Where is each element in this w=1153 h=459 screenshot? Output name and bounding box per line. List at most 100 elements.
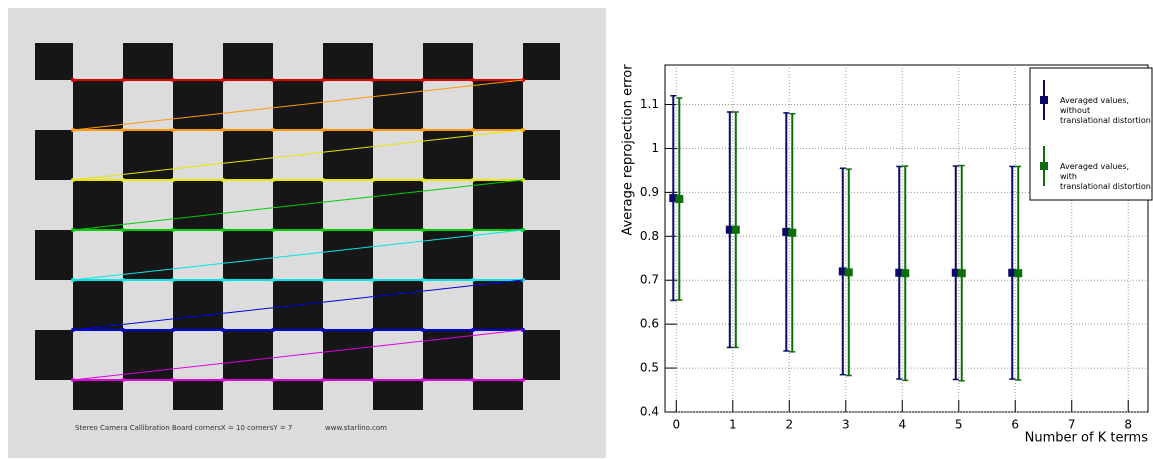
square: [173, 380, 223, 410]
y-tick-label: 0.8: [640, 229, 659, 243]
square: [273, 380, 323, 410]
square: [173, 180, 223, 230]
corner: [71, 78, 75, 82]
corner: [371, 178, 375, 182]
square: [423, 330, 473, 380]
x-tick-label: 6: [1011, 418, 1019, 432]
square: [35, 230, 73, 280]
legend-label: Averaged values, with translational distor…: [1060, 162, 1151, 191]
square: [73, 80, 123, 130]
corner: [471, 378, 475, 382]
point: [731, 225, 740, 234]
corner: [71, 128, 75, 132]
square: [123, 230, 173, 280]
corner: [121, 278, 125, 282]
corner: [271, 378, 275, 382]
point: [675, 194, 684, 203]
x-tick-label: 2: [785, 418, 793, 432]
legend-box: [1029, 67, 1153, 201]
corner-link: [72, 129, 524, 181]
corner: [171, 128, 175, 132]
x-tick-label: 8: [1124, 418, 1132, 432]
square: [173, 280, 223, 330]
corner: [321, 128, 325, 132]
legend-marker: [1040, 162, 1048, 170]
point: [957, 269, 966, 278]
point: [901, 269, 910, 278]
checkerboard: [35, 43, 560, 410]
point: [951, 268, 960, 277]
square: [473, 380, 523, 410]
corner: [221, 128, 225, 132]
square: [35, 43, 73, 80]
square: [223, 130, 273, 180]
corner-link: [72, 79, 524, 131]
square: [223, 230, 273, 280]
square: [173, 80, 223, 130]
corner: [321, 228, 325, 232]
square: [35, 130, 73, 180]
corner: [471, 278, 475, 282]
y-tick-label: 1.1: [640, 97, 659, 111]
square: [73, 180, 123, 230]
corner: [421, 178, 425, 182]
corner: [271, 328, 275, 332]
y-axis-label: Average reprojection error: [621, 64, 636, 236]
corner: [321, 328, 325, 332]
corner: [71, 228, 75, 232]
square: [373, 180, 423, 230]
corner: [321, 278, 325, 282]
corner-link: [72, 329, 524, 381]
square: [423, 230, 473, 280]
square: [323, 330, 373, 380]
corner: [371, 228, 375, 232]
corner: [121, 328, 125, 332]
corner: [371, 78, 375, 82]
corner-lines: [71, 78, 525, 382]
legend-marker: [1040, 96, 1048, 104]
corner: [221, 78, 225, 82]
point: [1014, 269, 1023, 278]
point: [1008, 268, 1017, 277]
x-tick-label: 3: [842, 418, 850, 432]
corner: [121, 128, 125, 132]
square: [223, 330, 273, 380]
square: [373, 380, 423, 410]
square: [73, 280, 123, 330]
square: [323, 230, 373, 280]
x-tick-label: 0: [672, 418, 680, 432]
corner: [421, 278, 425, 282]
corner: [121, 78, 125, 82]
corner: [271, 178, 275, 182]
x-tick-label: 1: [729, 418, 737, 432]
corner: [271, 228, 275, 232]
legend-label: Averaged values, without translational dis…: [1060, 96, 1151, 125]
corner: [521, 378, 525, 382]
square: [523, 43, 560, 80]
y-tick-label: 0.4: [640, 405, 659, 419]
corner: [321, 378, 325, 382]
square: [523, 330, 560, 380]
point: [838, 267, 847, 276]
x-tick-label: 7: [1068, 418, 1076, 432]
corner: [121, 378, 125, 382]
corner: [221, 328, 225, 332]
corner: [421, 378, 425, 382]
point: [788, 228, 797, 237]
corner: [321, 178, 325, 182]
square: [123, 330, 173, 380]
corner: [171, 78, 175, 82]
square: [473, 80, 523, 130]
corner: [171, 178, 175, 182]
corner: [321, 78, 325, 82]
corner-link: [72, 179, 524, 231]
corner: [71, 278, 75, 282]
corner: [371, 378, 375, 382]
corner: [171, 278, 175, 282]
corner: [271, 78, 275, 82]
corner: [221, 378, 225, 382]
board-caption: Stereo Camera Callibration Board corners…: [75, 424, 292, 432]
point: [725, 225, 734, 234]
corner: [221, 278, 225, 282]
corner: [171, 228, 175, 232]
